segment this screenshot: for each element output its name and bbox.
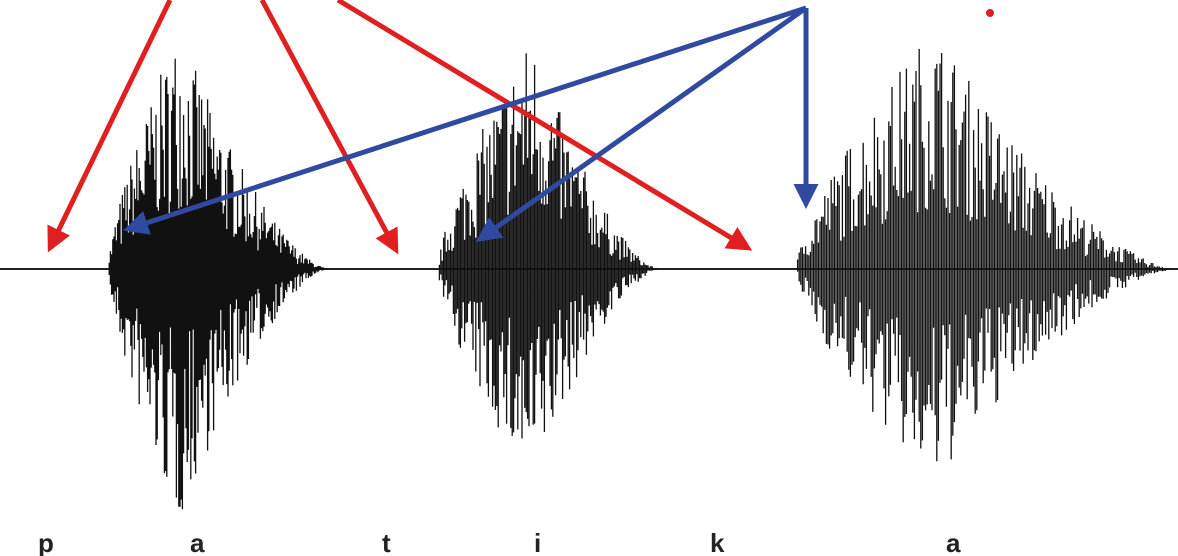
- burst-a1: [108, 58, 330, 510]
- red-arrow-group: [47, 0, 753, 255]
- burst-a1-trace: [108, 58, 330, 510]
- burst-i: [438, 53, 659, 439]
- segment-label-i: i: [534, 528, 541, 556]
- red-dot: [986, 9, 994, 17]
- segment-label-a1: a: [190, 528, 205, 556]
- burst-a2-trace: [796, 48, 1176, 462]
- segment-label-a2: a: [946, 528, 961, 556]
- blue-arrow-to-a1: [123, 5, 807, 235]
- segment-label-t: t: [382, 528, 391, 556]
- segment-label-p: p: [38, 528, 54, 556]
- red-arrow-to-t: [259, 0, 399, 255]
- segment-label-k: k: [710, 528, 725, 556]
- segment-labels: p a t i k a: [38, 528, 961, 556]
- waveform-group: [108, 48, 1176, 510]
- blue-arrow-to-i: [475, 5, 808, 242]
- burst-i-trace: [438, 53, 659, 439]
- burst-a2: [796, 48, 1176, 462]
- blue-arrow-group: [123, 5, 819, 242]
- red-arrow-to-p: [47, 0, 173, 253]
- red-arrow-to-k: [336, 0, 753, 251]
